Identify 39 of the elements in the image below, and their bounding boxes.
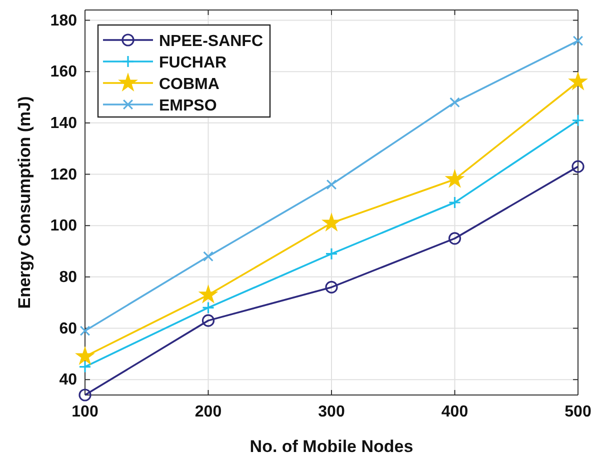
y-tick-label: 40 xyxy=(59,372,78,389)
point xyxy=(448,196,462,209)
y-tick-label: 160 xyxy=(50,64,78,81)
point xyxy=(80,326,90,336)
point xyxy=(202,314,215,327)
x-tick-label: 400 xyxy=(441,403,468,420)
x-tick-label: 300 xyxy=(318,403,345,420)
legend-label: FUCHAR xyxy=(159,54,227,72)
point xyxy=(78,360,92,374)
point xyxy=(448,232,462,245)
legend-label: COBMA xyxy=(159,76,220,93)
y-tick-label: 120 xyxy=(50,166,78,184)
y-tick-label: 80 xyxy=(59,269,78,286)
x-tick-label: 100 xyxy=(72,403,98,420)
point xyxy=(326,179,337,190)
point xyxy=(572,114,584,127)
y-tick-label: 100 xyxy=(50,218,78,235)
x-axis-title: No. of Mobile Nodes xyxy=(250,437,414,456)
y-tick-label: 60 xyxy=(59,320,78,338)
y-tick-label: 140 xyxy=(50,115,78,132)
y-tick-label: 180 xyxy=(50,12,78,30)
y-axis-title: Energy Consumption (mJ) xyxy=(15,96,34,309)
point xyxy=(572,160,584,173)
legend-label: NPEE-SANFC xyxy=(159,33,264,50)
legend-label: EMPSO xyxy=(159,98,217,114)
point xyxy=(450,97,460,108)
point xyxy=(76,348,94,364)
point xyxy=(572,36,584,46)
point xyxy=(325,248,338,260)
x-tick-label: 500 xyxy=(564,403,592,420)
point xyxy=(200,286,217,302)
point xyxy=(78,388,92,402)
point xyxy=(202,301,215,314)
x-tick-label: 200 xyxy=(194,403,222,420)
point xyxy=(446,170,464,187)
point xyxy=(570,73,586,90)
point xyxy=(325,280,338,294)
point xyxy=(323,214,340,230)
point xyxy=(203,251,214,262)
